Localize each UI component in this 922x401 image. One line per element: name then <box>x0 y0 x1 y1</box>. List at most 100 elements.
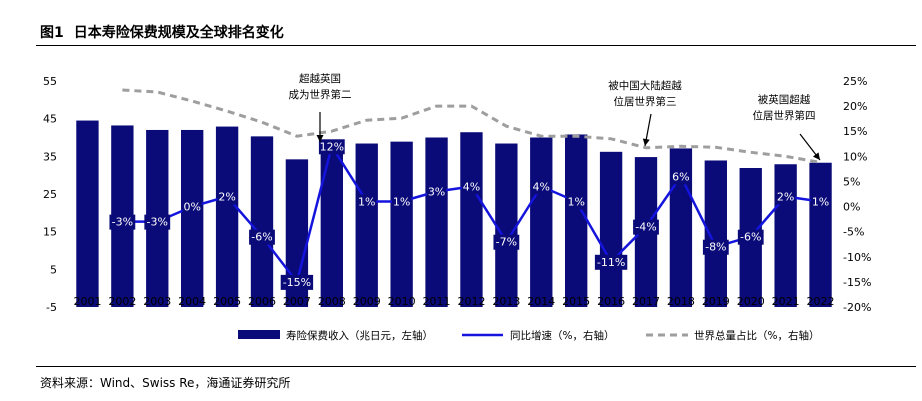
yoy-label-bg <box>493 234 520 250</box>
yoy-data-label: 1% <box>393 196 410 209</box>
bar <box>76 120 99 307</box>
y-left-tick-label: 45 <box>43 113 57 126</box>
x-tick-label: 2020 <box>737 295 765 308</box>
yoy-data-label: -11% <box>597 256 625 269</box>
bar <box>599 151 623 307</box>
y-left-tick-label: 35 <box>43 150 57 163</box>
x-tick-label: 2015 <box>562 295 590 308</box>
y-right-tick-label: 0% <box>843 201 860 214</box>
bar <box>425 137 448 307</box>
y-right-tick-label: 20% <box>843 100 867 113</box>
bar <box>285 159 309 307</box>
figure-number: 图1 <box>40 25 64 41</box>
yoy-label-bg <box>144 214 171 230</box>
figure-title-text: 日本寿险保费规模及全球排名变化 <box>73 25 284 41</box>
y-right-tick-label: 10% <box>843 150 867 163</box>
x-tick-label: 2008 <box>318 295 346 308</box>
yoy-label-bg <box>633 219 659 235</box>
yoy-label-bg <box>461 179 482 195</box>
yoy-data-label: 1% <box>812 196 829 209</box>
yoy-label-bg <box>318 139 345 155</box>
yoy-data-label: -6% <box>740 231 761 244</box>
yoy-data-label: -6% <box>251 231 272 244</box>
y-right-tick-label: 15% <box>843 125 867 138</box>
y-left-tick-label: 55 <box>43 75 57 88</box>
yoy-data-label: -4% <box>635 221 656 234</box>
x-tick-label: 2003 <box>143 295 171 308</box>
y-left-tick-label: 15 <box>43 226 57 239</box>
x-tick-label: 2014 <box>527 295 555 308</box>
legend-label-share: 世界总量占比（%，右轴） <box>694 329 819 342</box>
annotation-text: 位居世界第三 <box>614 95 677 108</box>
y-right-tick-label: -10% <box>843 251 871 264</box>
yoy-data-label: 4% <box>533 180 550 193</box>
y-left-tick-label: 5 <box>50 263 57 276</box>
yoy-label-bg <box>737 229 764 245</box>
y-right-tick-label: 25% <box>843 75 867 88</box>
annotation-text: 位居世界第四 <box>753 109 816 122</box>
bar <box>390 141 413 307</box>
yoy-label-bg <box>566 194 586 210</box>
share-line <box>122 88 821 164</box>
bar <box>460 132 483 307</box>
yoy-data-label: 1% <box>358 196 375 209</box>
figure-title: 图1 日本寿险保费规模及全球排名变化 <box>36 22 284 42</box>
top-divider <box>36 45 916 46</box>
annotation-text: 超越英国 <box>299 72 341 85</box>
yoy-data-label: 4% <box>463 180 480 193</box>
bar <box>495 143 518 307</box>
x-tick-label: 2019 <box>702 295 730 308</box>
annotation-arrowhead <box>812 152 820 160</box>
yoy-label-bg <box>280 274 314 290</box>
bar <box>565 134 588 307</box>
bar <box>530 137 553 307</box>
x-tick-label: 2021 <box>772 295 800 308</box>
yoy-label-bg <box>702 239 729 255</box>
yoy-label-bg <box>182 199 202 215</box>
source-note: 资料来源：Wind、Swiss Re，海通证券研究所 <box>40 376 291 390</box>
bottom-divider <box>36 366 916 367</box>
yoy-data-label: 2% <box>777 191 794 204</box>
bar <box>250 136 274 307</box>
x-tick-label: 2012 <box>457 295 485 308</box>
yoy-data-label: 1% <box>567 196 584 209</box>
x-tick-label: 2017 <box>632 295 660 308</box>
yoy-data-label: -3% <box>112 216 133 229</box>
y-right-tick-label: 5% <box>843 175 860 188</box>
yoy-label-bg <box>249 229 275 245</box>
x-tick-label: 2013 <box>492 295 520 308</box>
yoy-data-label: 6% <box>672 170 689 183</box>
bar <box>704 160 727 307</box>
bar <box>355 143 378 307</box>
y-right-tick-label: -20% <box>843 301 871 314</box>
legend-swatch-bar <box>238 330 280 339</box>
yoy-data-label: 3% <box>428 185 445 198</box>
x-tick-label: 2011 <box>423 295 451 308</box>
yoy-data-label: 12% <box>320 140 344 153</box>
y-left-tick-label: 25 <box>43 188 57 201</box>
x-tick-label: 2009 <box>353 295 381 308</box>
annotation-text: 被中国大陆超越 <box>608 79 682 92</box>
bar <box>181 129 204 307</box>
x-tick-label: 2016 <box>597 295 625 308</box>
x-tick-label: 2005 <box>213 295 241 308</box>
bar <box>774 164 797 307</box>
yoy-label-bg <box>109 214 136 230</box>
bar <box>809 162 832 307</box>
x-tick-label: 2022 <box>807 295 835 308</box>
x-tick-label: 2018 <box>667 295 695 308</box>
x-tick-label: 2004 <box>178 295 206 308</box>
bar <box>215 126 239 308</box>
yoy-label-bg <box>392 194 412 210</box>
bar <box>320 144 343 307</box>
x-tick-label: 2010 <box>388 295 416 308</box>
x-tick-label: 2006 <box>248 295 276 308</box>
legend-label-bar: 寿险保费收入（兆日元，左轴） <box>286 329 433 342</box>
yoy-label-bg <box>671 169 691 185</box>
y-left-tick-label: -5 <box>46 301 57 314</box>
y-right-tick-label: -5% <box>843 226 864 239</box>
y-right-tick-label: -15% <box>843 276 871 289</box>
yoy-data-label: -8% <box>705 241 726 254</box>
yoy-data-label: 2% <box>218 191 235 204</box>
